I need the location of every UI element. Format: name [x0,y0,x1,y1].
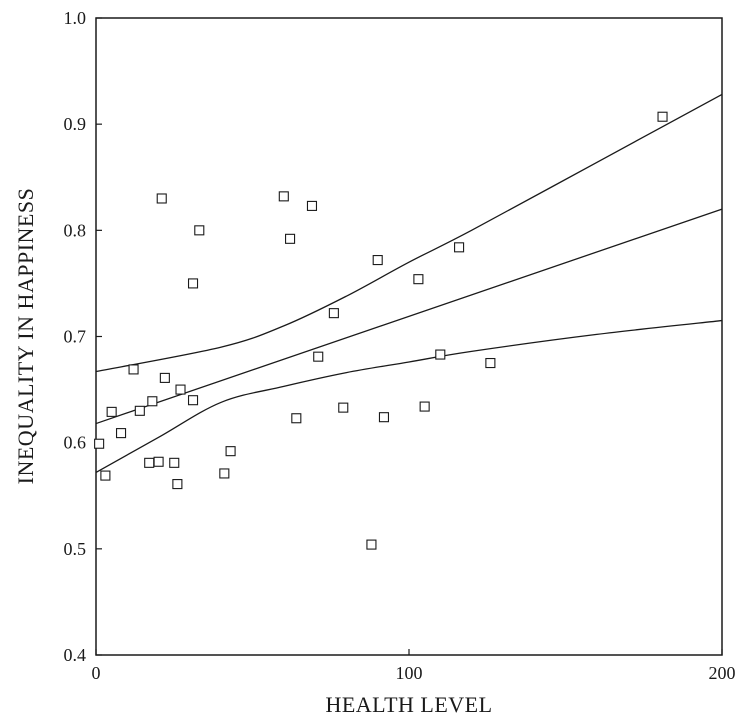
regression-line [95,208,723,425]
data-point [147,396,158,407]
y-tick-label: 0.8 [64,220,87,240]
x-tick-label: 200 [709,663,736,683]
data-point [306,200,318,211]
data-point [313,351,324,362]
x-axis-title: HEALTH LEVEL [325,692,492,717]
data-point [657,111,668,122]
data-point [159,372,170,383]
x-axis-ticks: 0 100 200 [92,649,736,683]
data-points [94,111,668,550]
x-tick-label: 100 [396,663,423,683]
data-point [194,225,205,236]
data-point [128,364,139,375]
data-point [156,193,167,204]
y-tick-label: 0.5 [64,539,87,559]
x-tick-label: 0 [92,663,101,683]
upper-confidence-band [95,93,723,373]
data-point [378,412,390,423]
y-tick-label: 1.0 [64,8,87,28]
lower-confidence-band [95,319,723,473]
data-point [187,278,199,289]
data-point [285,233,296,244]
data-point [366,539,377,550]
data-point [94,438,105,449]
data-point [115,428,127,439]
data-point [169,457,180,468]
y-tick-label: 0.4 [64,645,87,665]
data-point [454,242,465,253]
data-point [100,470,111,481]
y-tick-label: 0.6 [64,433,87,453]
plot-frame [95,17,723,656]
data-point [419,401,430,412]
data-point [187,395,199,406]
data-point [328,308,339,319]
data-point [175,384,186,395]
data-point [144,457,155,468]
y-axis-title: INEQUALITY IN HAPPINESS [13,188,38,485]
data-point [485,357,496,369]
data-point [278,191,289,202]
data-point [338,402,349,413]
data-point [172,479,183,490]
data-point [413,274,424,285]
data-point [153,456,164,467]
data-point [291,413,302,424]
data-point [225,446,236,457]
y-tick-label: 0.7 [64,327,87,347]
data-point [219,468,230,479]
y-tick-label: 0.9 [64,114,87,134]
y-axis-ticks: 0.4 0.5 0.6 0.7 0.8 0.9 1.0 [64,8,102,665]
data-point [134,405,145,416]
data-point [435,349,446,360]
fit-curves [95,93,723,473]
data-point [372,255,383,266]
data-point [106,406,117,417]
